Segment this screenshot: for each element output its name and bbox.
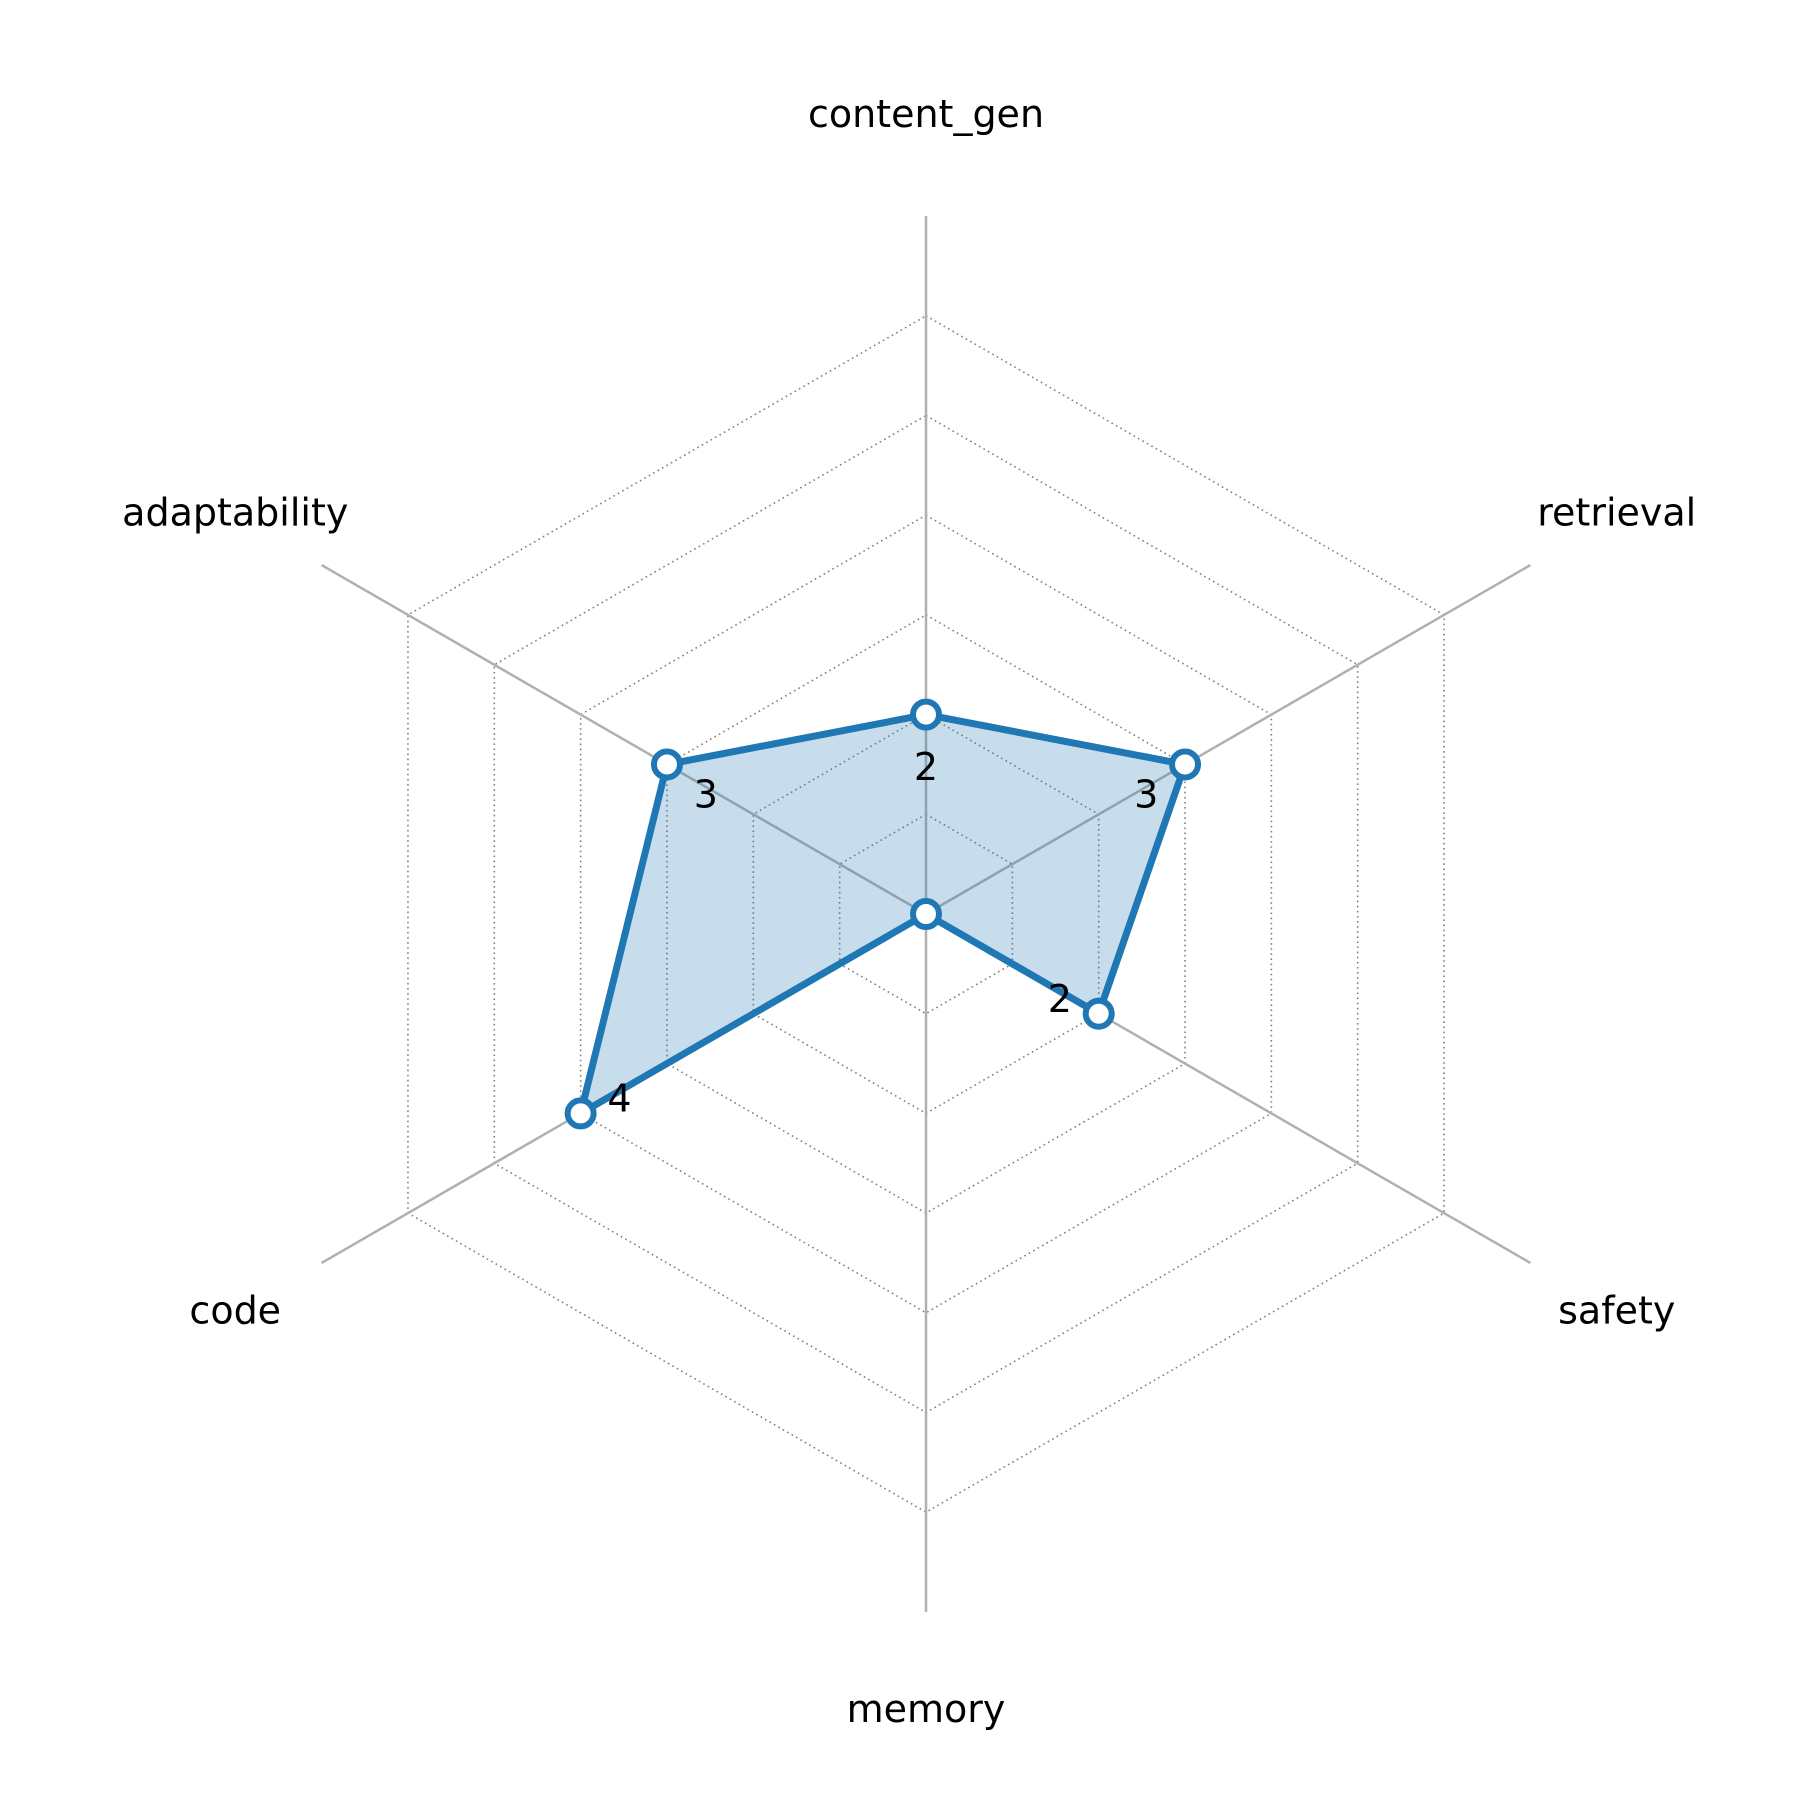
category-label: memory bbox=[847, 1687, 1006, 1731]
data-label: 2 bbox=[1048, 977, 1072, 1021]
data-point bbox=[650, 748, 683, 781]
data-point bbox=[1169, 748, 1202, 781]
data-label: 4 bbox=[607, 1076, 631, 1120]
category-label: code bbox=[189, 1288, 281, 1332]
data-label: 3 bbox=[1134, 772, 1158, 816]
axis-line bbox=[925, 563, 1532, 916]
data-point bbox=[910, 898, 942, 930]
category-label: adaptability bbox=[122, 491, 348, 535]
category-label: retrieval bbox=[1537, 491, 1696, 535]
category-label: content_gen bbox=[808, 92, 1044, 136]
data-point bbox=[910, 698, 942, 731]
data-label: 2 bbox=[914, 745, 938, 789]
data-point bbox=[1082, 997, 1115, 1030]
data-point bbox=[564, 1097, 597, 1130]
data-label: 3 bbox=[694, 772, 718, 816]
category-labels: content_gen retrieval safety memory code adap… bbox=[122, 92, 1696, 1731]
category-label: safety bbox=[1558, 1288, 1675, 1332]
series: 2 3 2 4 3 bbox=[564, 698, 1202, 1130]
axis-line bbox=[320, 563, 927, 916]
series-fill bbox=[580, 714, 1186, 1114]
